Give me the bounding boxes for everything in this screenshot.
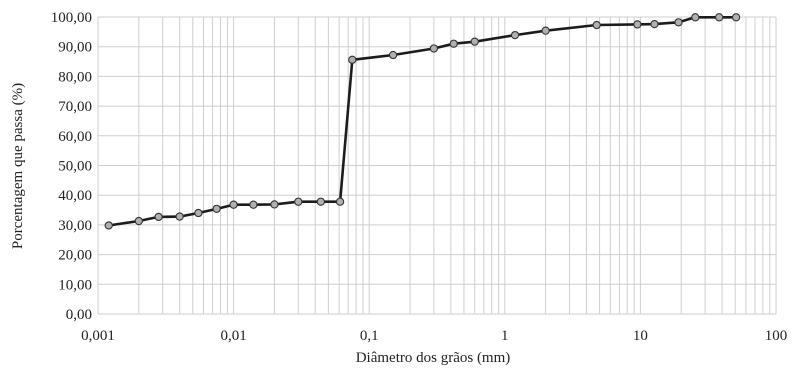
data-point (541, 26, 550, 35)
data-point (134, 216, 143, 226)
data-point (294, 197, 303, 206)
data-point (249, 200, 258, 209)
y-tick-label: 50,00 (58, 159, 92, 175)
x-tick-label: 100 (765, 328, 788, 344)
y-tick-label: 30,00 (58, 218, 92, 234)
y-tick-label: 60,00 (58, 129, 92, 145)
data-point (335, 197, 345, 206)
data-point (715, 13, 724, 22)
data-point (212, 204, 221, 214)
data-point (633, 20, 642, 29)
x-tick-label: 0,01 (220, 328, 246, 344)
x-axis-title: Diâmetro dos grãos (mm) (356, 350, 511, 366)
data-point (175, 212, 184, 221)
data-point (229, 200, 238, 209)
y-tick-label: 100,00 (51, 10, 92, 26)
x-tick-label: 1 (501, 328, 509, 344)
data-point (650, 19, 659, 29)
y-tick-label: 20,00 (58, 248, 92, 264)
data-point (154, 212, 163, 222)
data-point (674, 18, 683, 27)
data-point (449, 39, 458, 48)
y-tick-label: 90,00 (58, 40, 92, 56)
y-tick-label: 0,00 (66, 307, 92, 323)
grid-layer (97, 16, 777, 315)
data-point (316, 197, 326, 206)
data-point (731, 13, 741, 22)
data-point (592, 20, 601, 30)
y-tick-label: 80,00 (58, 69, 92, 85)
data-point (194, 208, 203, 218)
data-point (270, 200, 279, 209)
y-tick-label: 70,00 (58, 99, 92, 115)
data-point (104, 221, 113, 230)
data-point (348, 55, 357, 64)
y-axis-title: Porcentagem que passa (%) (10, 83, 26, 249)
series-line (108, 15, 737, 227)
data-point (470, 37, 479, 46)
y-tick-label: 40,00 (58, 188, 92, 204)
x-tick-label: 0,1 (360, 328, 379, 344)
series-layer (104, 13, 741, 230)
data-point (429, 44, 439, 53)
y-tick-label: 10,00 (58, 277, 92, 293)
x-tick-label: 0,001 (81, 328, 115, 344)
axis-layer: 0,0010,0020,0030,0040,0050,0060,0070,008… (51, 10, 788, 344)
data-point (510, 30, 520, 40)
data-point (691, 13, 700, 22)
x-tick-label: 10 (633, 328, 648, 344)
data-point (388, 50, 398, 60)
